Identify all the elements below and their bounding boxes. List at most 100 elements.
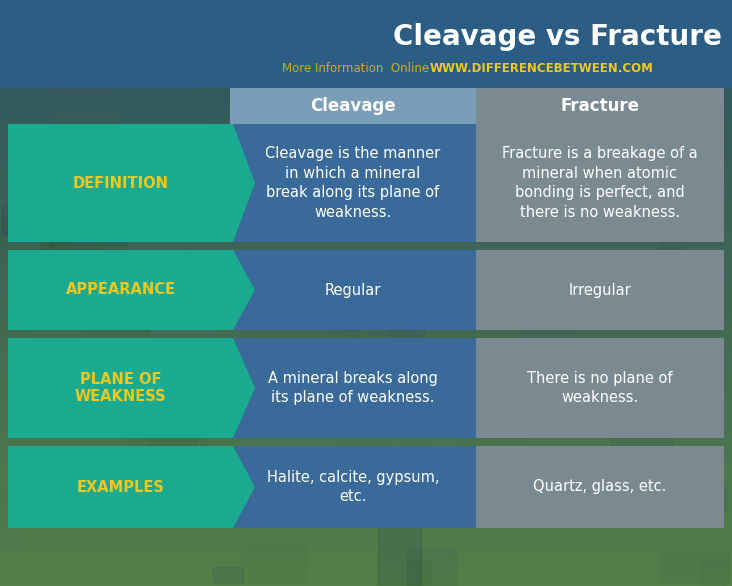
Bar bbox=[659, 98, 691, 115]
Bar bbox=[470, 124, 494, 168]
Bar bbox=[701, 560, 725, 586]
Bar bbox=[322, 325, 359, 366]
Bar bbox=[76, 366, 128, 390]
Bar bbox=[170, 389, 209, 428]
Bar bbox=[437, 45, 458, 83]
Bar bbox=[628, 136, 665, 182]
Bar bbox=[190, 227, 237, 278]
Bar bbox=[290, 149, 334, 205]
Bar bbox=[621, 57, 676, 92]
Bar bbox=[209, 189, 231, 231]
Bar bbox=[573, 184, 603, 233]
Text: Cleavage is the manner
in which a mineral
break along its plane of
weakness.: Cleavage is the manner in which a minera… bbox=[266, 146, 441, 220]
Bar bbox=[520, 315, 575, 373]
Bar bbox=[91, 452, 116, 512]
Bar bbox=[162, 171, 184, 218]
Bar bbox=[476, 338, 724, 438]
Polygon shape bbox=[8, 446, 255, 528]
Bar bbox=[2, 205, 55, 234]
Bar bbox=[691, 163, 732, 212]
Polygon shape bbox=[8, 338, 255, 438]
Text: DEFINITION: DEFINITION bbox=[72, 175, 168, 190]
Bar bbox=[559, 193, 605, 212]
Bar bbox=[278, 81, 313, 107]
Bar bbox=[370, 307, 413, 335]
Bar bbox=[596, 220, 627, 237]
Bar bbox=[407, 547, 456, 586]
Bar bbox=[355, 381, 401, 430]
Bar bbox=[50, 223, 126, 253]
Bar bbox=[498, 104, 526, 162]
Bar bbox=[242, 539, 306, 581]
Text: More Information  Online: More Information Online bbox=[282, 62, 436, 75]
Bar bbox=[643, 214, 669, 240]
Bar bbox=[378, 526, 421, 584]
Bar bbox=[179, 165, 222, 181]
Bar bbox=[0, 0, 732, 88]
Bar bbox=[337, 456, 397, 503]
Bar bbox=[53, 291, 93, 312]
Bar bbox=[684, 282, 732, 328]
Bar bbox=[548, 291, 627, 324]
Polygon shape bbox=[8, 124, 255, 242]
Bar bbox=[41, 222, 67, 275]
Bar bbox=[518, 107, 553, 148]
Text: A mineral breaks along
its plane of weakness.: A mineral breaks along its plane of weak… bbox=[268, 370, 438, 406]
Bar bbox=[0, 522, 20, 551]
Text: There is no plane of
weakness.: There is no plane of weakness. bbox=[527, 370, 673, 406]
Bar bbox=[230, 88, 476, 124]
Bar bbox=[205, 121, 258, 178]
Bar bbox=[343, 352, 392, 376]
Bar bbox=[476, 88, 724, 124]
Bar bbox=[230, 446, 476, 528]
Bar bbox=[343, 396, 384, 453]
Text: Regular: Regular bbox=[325, 282, 381, 298]
Text: Halite, calcite, gypsum,
etc.: Halite, calcite, gypsum, etc. bbox=[266, 469, 439, 505]
Bar bbox=[340, 310, 366, 329]
Bar bbox=[152, 326, 214, 372]
Bar bbox=[476, 250, 724, 330]
Bar bbox=[611, 427, 673, 473]
Bar bbox=[230, 338, 476, 438]
Bar bbox=[243, 201, 273, 240]
Bar bbox=[0, 219, 53, 264]
Bar bbox=[468, 253, 544, 274]
Bar bbox=[0, 486, 46, 519]
Bar bbox=[127, 419, 195, 449]
Bar bbox=[596, 261, 661, 310]
Text: Cleavage: Cleavage bbox=[310, 97, 396, 115]
Bar bbox=[324, 135, 370, 168]
Bar bbox=[660, 554, 729, 582]
Text: EXAMPLES: EXAMPLES bbox=[77, 479, 165, 495]
Bar bbox=[458, 431, 526, 481]
Bar bbox=[122, 332, 184, 357]
Bar bbox=[250, 448, 271, 469]
Bar bbox=[620, 461, 679, 479]
Text: APPEARANCE: APPEARANCE bbox=[65, 282, 176, 298]
Bar bbox=[174, 119, 250, 171]
Bar bbox=[468, 343, 494, 374]
Bar bbox=[660, 226, 680, 283]
Bar bbox=[199, 44, 231, 91]
Text: Irregular: Irregular bbox=[569, 282, 632, 298]
Bar bbox=[436, 461, 496, 502]
Bar bbox=[389, 329, 424, 348]
Bar bbox=[40, 233, 100, 278]
Text: Fracture: Fracture bbox=[561, 97, 640, 115]
Bar bbox=[230, 250, 476, 330]
Bar bbox=[468, 337, 511, 394]
Bar bbox=[17, 220, 87, 236]
Text: PLANE OF
WEAKNESS: PLANE OF WEAKNESS bbox=[75, 372, 166, 404]
Bar bbox=[213, 567, 243, 583]
Bar bbox=[50, 62, 108, 91]
Bar bbox=[0, 304, 29, 336]
Bar bbox=[53, 114, 119, 156]
Bar bbox=[638, 169, 660, 226]
Bar bbox=[476, 446, 724, 528]
Text: Fracture is a breakage of a
mineral when atomic
bonding is perfect, and
there is: Fracture is a breakage of a mineral when… bbox=[502, 146, 698, 220]
Bar bbox=[694, 486, 726, 509]
Text: Cleavage vs Fracture: Cleavage vs Fracture bbox=[393, 23, 722, 51]
Bar bbox=[408, 434, 430, 494]
Bar bbox=[21, 154, 82, 185]
Bar bbox=[146, 379, 171, 396]
